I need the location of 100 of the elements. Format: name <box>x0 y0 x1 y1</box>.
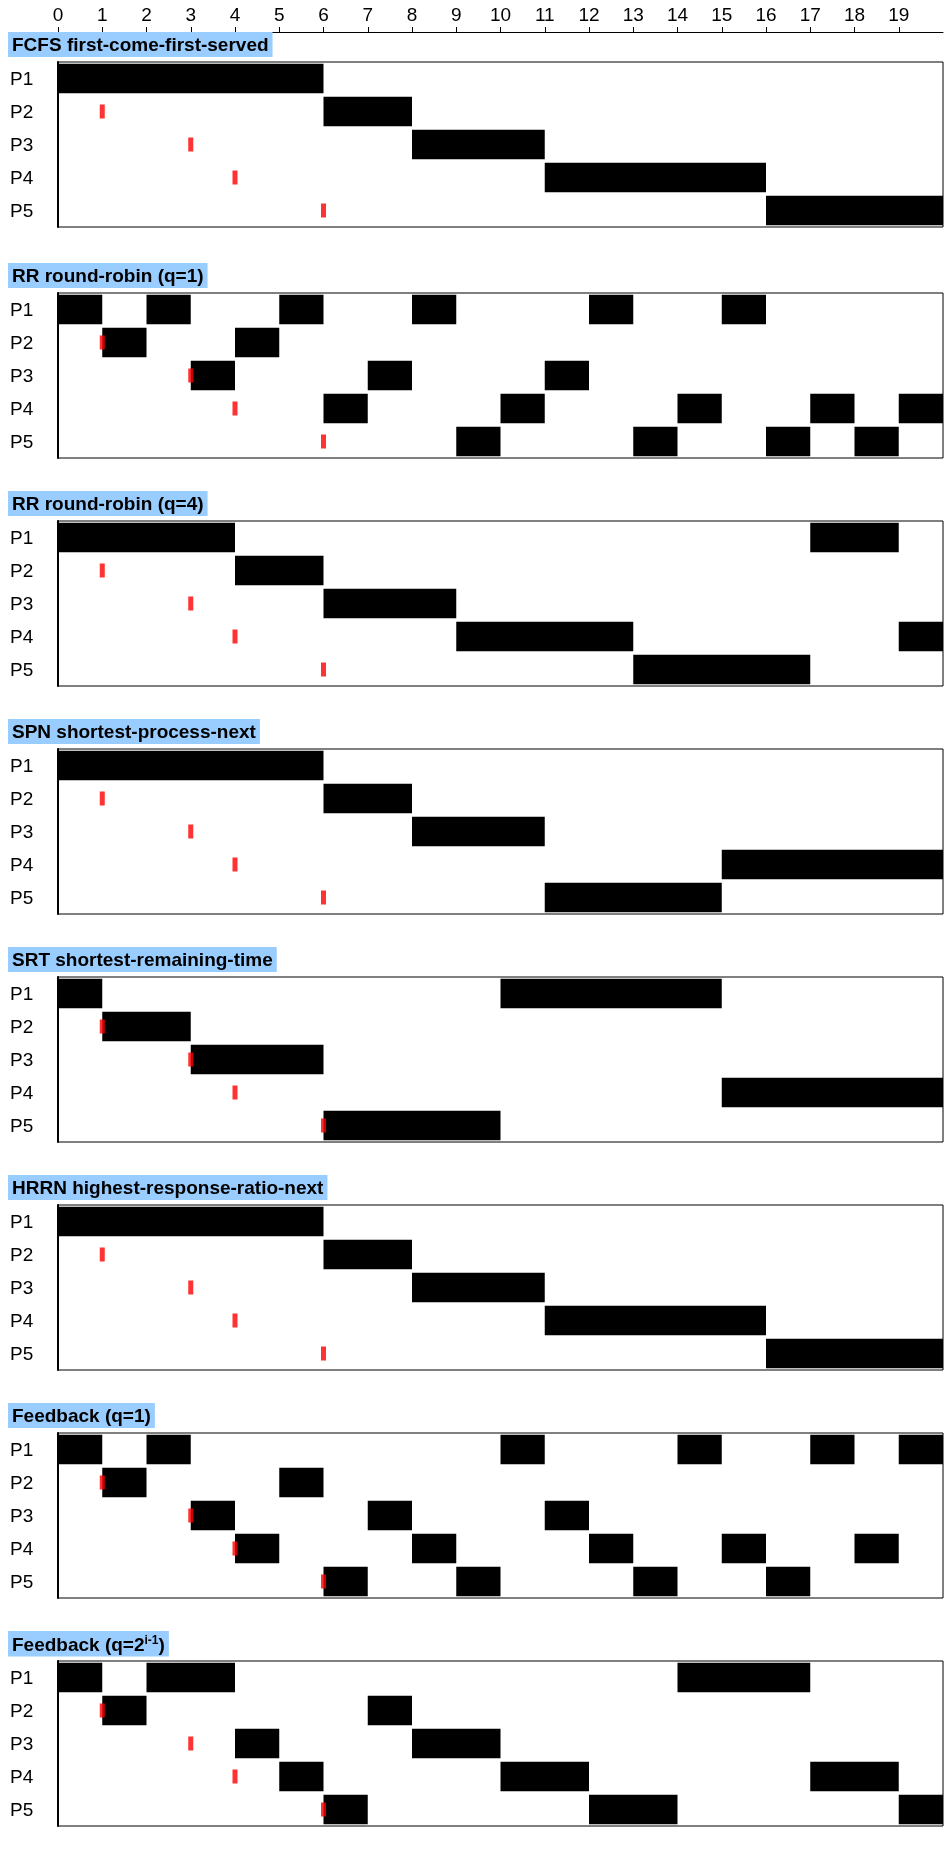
y-tick-label: P2 <box>10 1700 34 1721</box>
bar <box>677 393 722 424</box>
bar <box>323 393 368 424</box>
y-tick-label: P1 <box>10 527 34 548</box>
bar <box>102 327 147 358</box>
bar <box>323 1239 412 1270</box>
y-tick-label: P5 <box>10 1343 34 1364</box>
y-tick-label: P2 <box>10 788 34 809</box>
bar <box>544 162 766 193</box>
x-tick-label: 3 <box>185 4 197 25</box>
bar <box>367 360 412 391</box>
bar <box>235 1533 280 1564</box>
bar <box>190 360 235 391</box>
y-tick-label: P1 <box>10 1211 34 1232</box>
bar <box>235 1728 280 1759</box>
y-tick-label: P1 <box>10 1439 34 1460</box>
bar <box>102 1695 147 1726</box>
x-tick-label: 9 <box>450 4 462 25</box>
x-tick-label: 2 <box>141 4 152 25</box>
bar <box>323 783 412 814</box>
bar <box>589 1533 634 1564</box>
y-tick-label: P2 <box>10 332 34 353</box>
y-tick-label: P2 <box>10 1016 34 1037</box>
x-tick-label: 4 <box>229 4 241 25</box>
x-tick-label: 13 <box>622 4 644 25</box>
y-tick-label: P5 <box>10 1571 34 1592</box>
y-tick-label: P3 <box>10 821 34 842</box>
y-tick-label: P1 <box>10 68 34 89</box>
y-tick-label: P4 <box>10 1082 34 1103</box>
y-tick-label: P2 <box>10 1244 34 1265</box>
y-tick-label: P4 <box>10 398 34 419</box>
y-tick-label: P5 <box>10 659 34 680</box>
bar <box>500 1761 589 1792</box>
bar <box>367 1500 412 1531</box>
y-tick-label: P3 <box>10 365 34 386</box>
bar <box>235 327 280 358</box>
y-tick-label: P1 <box>10 755 34 776</box>
x-tick-label: 5 <box>273 4 285 25</box>
chart-title: Feedback (q=1) <box>12 1405 151 1426</box>
y-tick-label: P4 <box>10 1766 34 1787</box>
y-tick-label: P4 <box>10 1310 34 1331</box>
bar <box>323 96 412 127</box>
bar <box>102 1011 191 1042</box>
x-tick-label: 12 <box>578 4 600 25</box>
y-tick-label: P2 <box>10 1472 34 1493</box>
bar <box>544 360 589 391</box>
bar <box>500 393 545 424</box>
bar <box>412 1533 457 1564</box>
chart-title: FCFS first-come-first-served <box>12 34 269 55</box>
bar <box>367 1695 412 1726</box>
y-tick-label: P5 <box>10 200 34 221</box>
y-tick-label: P2 <box>10 101 34 122</box>
bar <box>412 1272 545 1303</box>
chart-title: SPN shortest-process-next <box>12 721 257 742</box>
x-tick-label: 14 <box>666 4 689 25</box>
y-tick-label: P5 <box>10 887 34 908</box>
y-tick-label: P5 <box>10 1799 34 1820</box>
chart-title: RR round-robin (q=1) <box>12 265 204 286</box>
x-tick-label: 17 <box>799 4 821 25</box>
y-tick-label: P3 <box>10 1505 34 1526</box>
bar <box>544 1305 766 1336</box>
chart-title: HRRN highest-response-ratio-next <box>12 1177 325 1198</box>
y-tick-label: P4 <box>10 167 34 188</box>
y-tick-label: P5 <box>10 1115 34 1136</box>
y-tick-label: P2 <box>10 560 34 581</box>
bar <box>810 393 855 424</box>
y-tick-label: P4 <box>10 626 34 647</box>
x-tick-label: 0 <box>52 4 64 25</box>
bar <box>854 1533 899 1564</box>
y-tick-label: P3 <box>10 1049 34 1070</box>
x-tick-label: 8 <box>406 4 418 25</box>
y-tick-label: P4 <box>10 1538 34 1559</box>
x-tick-label: 1 <box>96 4 108 25</box>
chart-title: SRT shortest-remaining-time <box>12 949 273 970</box>
x-tick-label: 7 <box>362 4 374 25</box>
bar <box>279 1467 324 1498</box>
bar <box>102 1467 147 1498</box>
x-tick-label: 10 <box>489 4 512 25</box>
bar <box>412 816 545 847</box>
bar <box>190 1044 324 1075</box>
x-tick-label: 6 <box>318 4 329 25</box>
y-tick-label: P5 <box>10 431 34 452</box>
y-tick-label: P3 <box>10 593 34 614</box>
y-tick-label: P3 <box>10 1733 34 1754</box>
bar <box>323 588 457 619</box>
x-tick-label: 18 <box>843 4 866 25</box>
x-tick-label: 11 <box>534 4 555 25</box>
bar <box>456 621 634 652</box>
y-tick-label: P1 <box>10 983 34 1004</box>
y-tick-label: P3 <box>10 1277 34 1298</box>
y-tick-label: P1 <box>10 299 34 320</box>
y-tick-label: P3 <box>10 134 34 155</box>
bar <box>412 1728 501 1759</box>
bar <box>721 1533 766 1564</box>
bar <box>544 1500 589 1531</box>
y-tick-label: P1 <box>10 1667 34 1688</box>
bar <box>412 129 545 160</box>
bar <box>279 1761 324 1792</box>
y-tick-label: P4 <box>10 854 34 875</box>
x-tick-label: 19 <box>888 4 910 25</box>
